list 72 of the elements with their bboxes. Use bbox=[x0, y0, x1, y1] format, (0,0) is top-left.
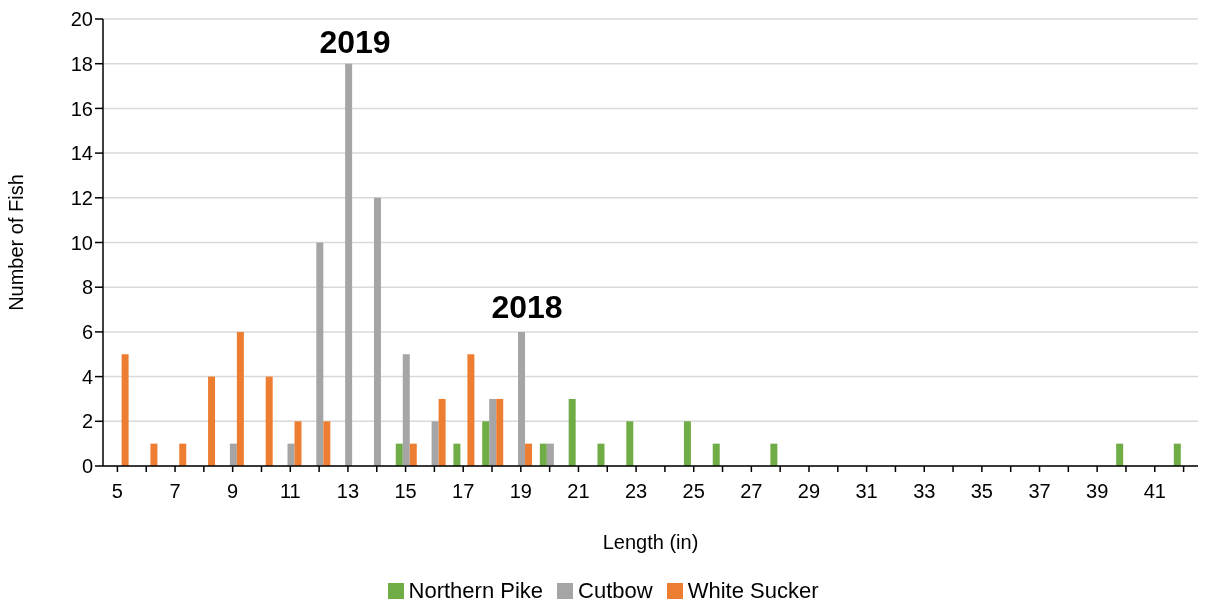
y-tick-label: 4 bbox=[81, 365, 93, 388]
y-tick-label: 18 bbox=[70, 52, 93, 75]
x-tick-label: 31 bbox=[855, 480, 878, 503]
x-tick-label: 25 bbox=[682, 480, 705, 503]
x-tick-label: 37 bbox=[1028, 480, 1051, 503]
bar bbox=[294, 421, 302, 466]
bar bbox=[539, 443, 547, 466]
y-tick-label: 2 bbox=[81, 410, 93, 433]
bar bbox=[482, 421, 490, 466]
x-tick-label: 39 bbox=[1086, 480, 1109, 503]
bar bbox=[518, 331, 526, 466]
bar bbox=[179, 443, 187, 466]
x-tick-label: 13 bbox=[336, 480, 360, 503]
y-tick-label: 8 bbox=[81, 276, 93, 299]
x-tick-label: 35 bbox=[970, 480, 994, 503]
x-tick-label: 7 bbox=[169, 480, 181, 503]
bar bbox=[770, 443, 778, 466]
bar bbox=[121, 354, 129, 466]
bar bbox=[489, 398, 497, 466]
x-tick-label: 29 bbox=[797, 480, 821, 503]
bar bbox=[1116, 443, 1124, 466]
legend-label: Cutbow bbox=[577, 578, 653, 604]
x-tick-label: 5 bbox=[111, 480, 123, 503]
x-tick-label: 17 bbox=[452, 480, 475, 503]
x-tick-label: 15 bbox=[394, 480, 417, 503]
bar bbox=[373, 197, 381, 466]
bar bbox=[150, 443, 158, 466]
x-tick-label: 11 bbox=[279, 480, 301, 503]
bar bbox=[496, 398, 504, 466]
bar bbox=[323, 421, 331, 466]
bar bbox=[467, 354, 475, 466]
x-tick-label: 9 bbox=[227, 480, 239, 503]
x-tick-label: 21 bbox=[567, 480, 590, 503]
bar bbox=[345, 63, 353, 466]
bar bbox=[525, 443, 533, 466]
bar bbox=[712, 443, 720, 466]
x-tick-label: 19 bbox=[509, 480, 532, 503]
x-tick-label: 33 bbox=[913, 480, 936, 503]
bar bbox=[1173, 443, 1181, 466]
x-tick-label: 23 bbox=[624, 480, 648, 503]
bar bbox=[683, 421, 691, 466]
y-tick-label: 14 bbox=[70, 142, 93, 165]
bar bbox=[229, 443, 237, 466]
legend-label: Northern Pike bbox=[407, 578, 544, 604]
y-tick-label: 10 bbox=[70, 231, 93, 254]
bar bbox=[265, 376, 273, 466]
y-tick-label: 20 bbox=[70, 8, 93, 31]
bar bbox=[395, 443, 403, 466]
bar bbox=[546, 443, 554, 466]
legend-label: White Sucker bbox=[686, 578, 819, 604]
annotation: 2018 bbox=[491, 289, 563, 325]
y-tick-label: 6 bbox=[81, 321, 93, 343]
bar bbox=[438, 398, 446, 466]
bar bbox=[316, 242, 324, 466]
bar bbox=[431, 421, 439, 466]
bar bbox=[208, 376, 216, 466]
y-tick-label: 0 bbox=[81, 455, 93, 478]
bar bbox=[236, 331, 244, 466]
x-axis-title: Length (in) bbox=[602, 531, 699, 553]
y-tick-label: 16 bbox=[70, 97, 93, 120]
bar bbox=[626, 421, 634, 466]
bar bbox=[568, 398, 576, 466]
bar bbox=[453, 443, 461, 466]
bar bbox=[402, 354, 410, 466]
annotation: 2019 bbox=[319, 24, 391, 60]
bar bbox=[597, 443, 605, 466]
bar bbox=[409, 443, 417, 466]
x-tick-label: 41 bbox=[1143, 480, 1166, 503]
bar bbox=[287, 443, 295, 466]
x-tick-label: 27 bbox=[740, 480, 763, 503]
y-axis-title: Number of Fish bbox=[5, 174, 28, 311]
y-tick-label: 12 bbox=[70, 186, 93, 209]
